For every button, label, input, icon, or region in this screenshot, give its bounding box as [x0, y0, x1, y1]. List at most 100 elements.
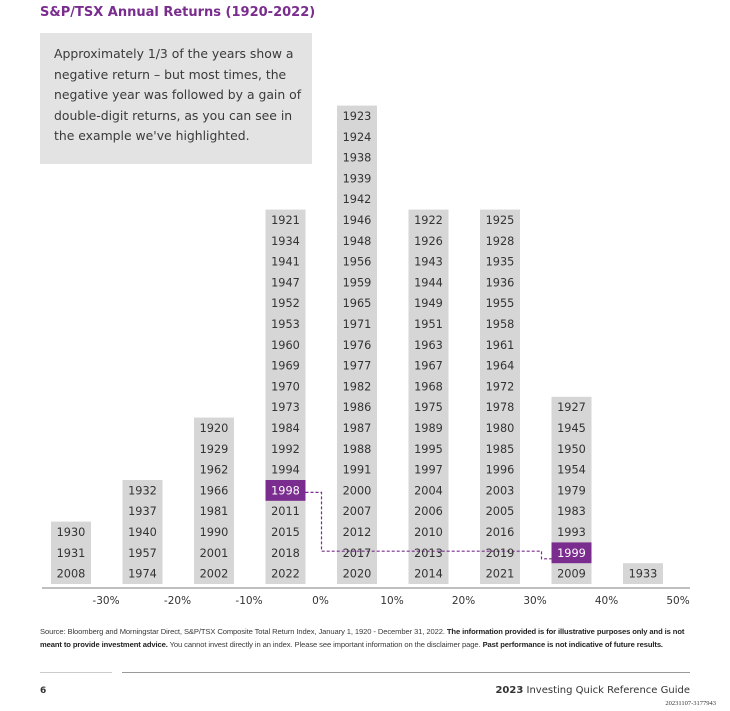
- year-label-1996: 1996: [486, 464, 515, 477]
- disclaimer-bold-1: The information provided is for illustra…: [40, 627, 685, 649]
- year-label-1975: 1975: [414, 401, 443, 414]
- year-label-2006: 2006: [414, 505, 443, 518]
- year-label-1947: 1947: [271, 276, 300, 289]
- year-label-1968: 1968: [414, 380, 443, 393]
- footer-rule-left: [40, 672, 112, 673]
- year-label-1941: 1941: [271, 256, 300, 269]
- year-label-1964: 1964: [486, 360, 515, 373]
- year-label-2009: 2009: [557, 568, 586, 581]
- year-label-1925: 1925: [486, 214, 515, 227]
- guide-year: 2023: [495, 685, 524, 696]
- chart-title: S&P/TSX Annual Returns (1920-2022): [40, 5, 316, 20]
- source-footnote: Source: Bloomberg and Morningstar Direct…: [40, 625, 688, 651]
- year-label-1955: 1955: [486, 297, 515, 310]
- year-label-1924: 1924: [343, 131, 372, 144]
- year-label-2012: 2012: [343, 526, 372, 539]
- x-tick-label-0: -30%: [92, 595, 119, 607]
- callout-note: Approximately 1/3 of the years show a ne…: [40, 33, 312, 164]
- year-label-1977: 1977: [343, 360, 372, 373]
- year-label-1935: 1935: [486, 256, 515, 269]
- footer-rule: [122, 672, 690, 673]
- year-label-2022: 2022: [271, 568, 300, 581]
- year-label-1958: 1958: [486, 318, 515, 331]
- year-label-1939: 1939: [343, 172, 372, 185]
- year-label-1940: 1940: [128, 526, 157, 539]
- year-label-1934: 1934: [271, 235, 300, 248]
- year-label-1963: 1963: [414, 339, 443, 352]
- year-label-1969: 1969: [271, 360, 300, 373]
- year-label-1920: 1920: [200, 422, 229, 435]
- year-label-1952: 1952: [271, 297, 300, 310]
- year-label-2015: 2015: [271, 526, 300, 539]
- year-label-1967: 1967: [414, 360, 443, 373]
- year-label-1978: 1978: [486, 401, 515, 414]
- guide-name: Investing Quick Reference Guide: [526, 685, 691, 696]
- year-label-1949: 1949: [414, 297, 443, 310]
- year-label-1942: 1942: [343, 193, 372, 206]
- year-label-1926: 1926: [414, 235, 443, 248]
- year-label-1950: 1950: [557, 443, 586, 456]
- x-tick-label-1: -20%: [164, 595, 191, 607]
- year-label-2020: 2020: [343, 568, 372, 581]
- year-label-1956: 1956: [343, 256, 372, 269]
- x-tick-label-5: 20%: [452, 595, 475, 607]
- bar-0: [51, 521, 91, 584]
- year-label-1999: 1999: [557, 547, 586, 560]
- bar-5: [408, 209, 449, 584]
- highlight-cell-1: [551, 542, 592, 564]
- year-label-1974: 1974: [128, 568, 157, 581]
- year-label-2000: 2000: [343, 484, 372, 497]
- year-label-1953: 1953: [271, 318, 300, 331]
- year-label-2011: 2011: [271, 505, 300, 518]
- year-label-1951: 1951: [414, 318, 443, 331]
- year-label-1982: 1982: [343, 380, 372, 393]
- year-label-2021: 2021: [486, 568, 515, 581]
- year-label-1921: 1921: [271, 214, 300, 227]
- year-label-2010: 2010: [414, 526, 443, 539]
- year-label-1987: 1987: [343, 422, 372, 435]
- year-label-1983: 1983: [557, 505, 586, 518]
- highlight-cell-0: [265, 480, 306, 501]
- guide-title: 2023 Investing Quick Reference Guide: [495, 685, 690, 696]
- year-label-1937: 1937: [128, 505, 157, 518]
- year-label-2003: 2003: [486, 484, 515, 497]
- year-label-2007: 2007: [343, 505, 372, 518]
- year-label-2002: 2002: [200, 568, 229, 581]
- year-label-1993: 1993: [557, 526, 586, 539]
- year-label-1936: 1936: [486, 276, 515, 289]
- year-label-1988: 1988: [343, 443, 372, 456]
- disclaimer-bold-2: Past performance is not indicative of fu…: [482, 640, 663, 649]
- year-label-2008: 2008: [57, 568, 86, 581]
- year-label-1985: 1985: [486, 443, 515, 456]
- year-label-1948: 1948: [343, 235, 372, 248]
- year-label-1997: 1997: [414, 464, 443, 477]
- year-label-1965: 1965: [343, 297, 372, 310]
- year-label-1943: 1943: [414, 256, 443, 269]
- year-label-1973: 1973: [271, 401, 300, 414]
- document-code: 20231107-3177943: [665, 700, 716, 707]
- year-label-1984: 1984: [271, 422, 300, 435]
- year-label-2005: 2005: [486, 505, 515, 518]
- x-tick-label-2: -10%: [235, 595, 262, 607]
- year-label-1938: 1938: [343, 152, 372, 165]
- year-label-1946: 1946: [343, 214, 372, 227]
- year-label-1979: 1979: [557, 484, 586, 497]
- bar-1: [122, 480, 163, 584]
- year-label-1998: 1998: [271, 484, 300, 497]
- year-label-2001: 2001: [200, 547, 229, 560]
- year-label-1933: 1933: [629, 568, 658, 581]
- source-text: Source: Bloomberg and Morningstar Direct…: [40, 627, 445, 636]
- bar-6: [480, 209, 520, 584]
- year-label-1957: 1957: [128, 547, 157, 560]
- year-label-1990: 1990: [200, 526, 229, 539]
- year-label-1959: 1959: [343, 276, 372, 289]
- year-label-1981: 1981: [200, 505, 229, 518]
- year-label-2019: 2019: [486, 547, 515, 560]
- year-label-1991: 1991: [343, 464, 372, 477]
- x-tick-label-3: 0%: [312, 595, 329, 607]
- year-label-1994: 1994: [271, 464, 300, 477]
- year-label-2017: 2017: [343, 547, 372, 560]
- year-label-2016: 2016: [486, 526, 515, 539]
- year-label-1922: 1922: [414, 214, 443, 227]
- year-label-1961: 1961: [486, 339, 515, 352]
